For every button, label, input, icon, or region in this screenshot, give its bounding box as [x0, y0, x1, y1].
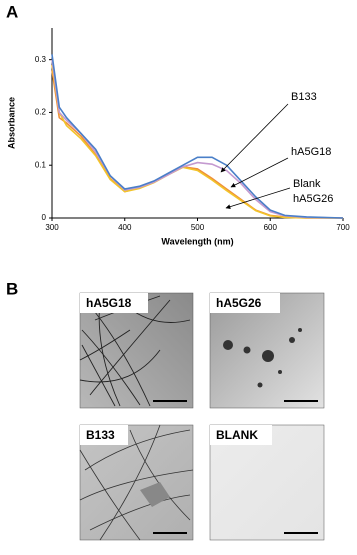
annotation-arrow — [225, 187, 291, 210]
annotation-arrow — [220, 103, 289, 173]
y-tick-label: 0.2 — [35, 108, 47, 117]
micrograph: B133 — [79, 424, 194, 541]
y-tick-label: 0.3 — [35, 55, 47, 64]
micrograph-label: BLANK — [216, 428, 258, 442]
annotation-arrow — [230, 157, 289, 188]
y-axis-title: Absorbance — [6, 97, 16, 149]
panel-label: A — [6, 2, 18, 21]
x-axis-title: Wavelength (nm) — [161, 236, 233, 246]
series-label: Blank — [293, 178, 321, 190]
micrograph-label: B133 — [86, 428, 115, 442]
x-tick-label: 400 — [118, 223, 132, 232]
plot: 0 0.1 0.2 0.3 300 400 500 600 700 Wavelength (nm)… — [6, 28, 350, 246]
micrograph: hA5G26 — [209, 292, 325, 409]
x-tick-label: 300 — [45, 223, 59, 232]
y-tick-label: 0.1 — [35, 160, 47, 169]
micrograph-label: hA5G18 — [86, 296, 132, 310]
series-label: hA5G26 — [293, 193, 333, 205]
series-label: B133 — [291, 91, 317, 103]
y-tick-label: 0 — [42, 213, 47, 222]
panel-label: B — [6, 279, 18, 298]
x-tick-label: 600 — [264, 223, 278, 232]
x-tick-label: 700 — [336, 223, 350, 232]
micrograph: hA5G18 — [79, 292, 194, 409]
micrograph: BLANK — [209, 424, 325, 541]
x-tick-label: 500 — [191, 223, 205, 232]
series-line — [51, 54, 344, 219]
series-label: hA5G18 — [291, 146, 331, 158]
micrograph-label: hA5G26 — [216, 296, 262, 310]
